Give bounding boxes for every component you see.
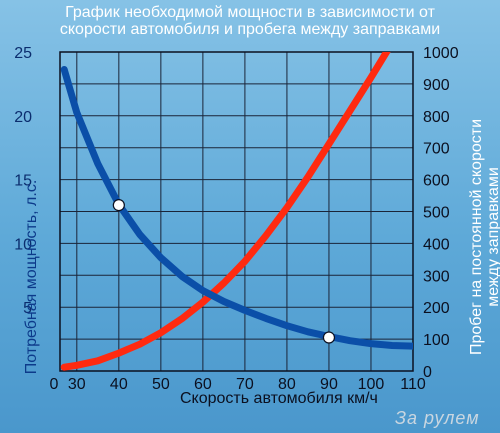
x-tick-label: 70 <box>236 376 254 393</box>
y2-tick-label: 1000 <box>423 45 459 62</box>
chart-title-line1: График необходимой мощности в зависимост… <box>65 4 435 21</box>
x-tick-label: 40 <box>110 376 128 393</box>
x-tick-label: 110 <box>400 376 426 393</box>
y-tick-label: 5 <box>23 300 32 317</box>
x-tick-label: 100 <box>358 376 385 393</box>
x-tick-label: 50 <box>152 376 170 393</box>
y-tick-label: 10 <box>14 236 32 253</box>
x-tick-label: 30 <box>68 376 86 393</box>
range-curve-line <box>60 66 413 350</box>
data-point-marker <box>322 331 336 344</box>
y-tick-label: 15 <box>14 173 32 190</box>
data-point-marker <box>112 199 125 212</box>
y2-axis-label-line1: Пробег на постоянной скорости <box>468 118 485 355</box>
y-tick-label: 20 <box>14 109 32 126</box>
publisher-watermark: За рулем <box>395 408 480 428</box>
y2-tick-label: 400 <box>423 236 450 253</box>
y-axis-label: Потребная мощность, л.с. <box>23 179 40 375</box>
x-tick-label: 80 <box>278 376 296 393</box>
x-tick-label: 90 <box>320 376 338 393</box>
y2-axis-label: Пробег на постоянной скорости между запр… <box>468 119 500 355</box>
chart-title-line2: скорости автомобиля и пробега между запр… <box>59 21 441 38</box>
y2-tick-label: 200 <box>423 300 450 317</box>
x-axis-label: Скорость автомобиля км/ч <box>180 390 378 407</box>
plot-frame <box>59 51 414 372</box>
y2-tick-label: 600 <box>423 173 450 190</box>
y2-tick-label: 900 <box>423 77 450 94</box>
x-tick-label: 60 <box>194 376 212 393</box>
y-tick-label: 25 <box>14 45 32 62</box>
x-tick-label: 0 <box>50 376 59 393</box>
y2-tick-label: 0 <box>423 364 432 381</box>
y2-tick-label: 700 <box>423 141 450 158</box>
y2-tick-label: 500 <box>423 205 450 222</box>
power-curve-line <box>60 52 391 371</box>
y2-tick-label: 800 <box>423 109 450 126</box>
y2-tick-label: 100 <box>423 332 450 349</box>
y2-axis-label-line2: между заправками <box>485 167 500 307</box>
y2-tick-label: 300 <box>423 268 450 285</box>
